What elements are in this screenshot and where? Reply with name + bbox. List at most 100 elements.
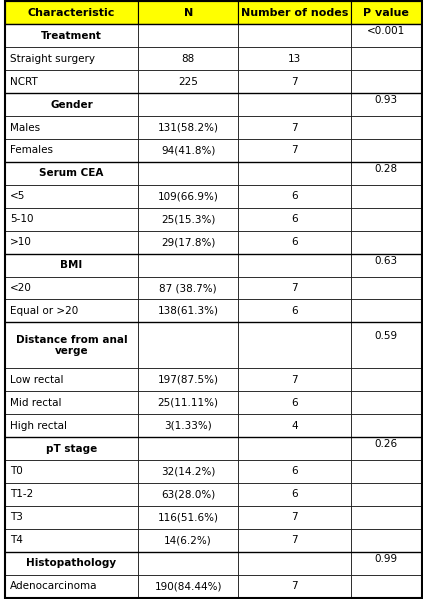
Bar <box>351 437 422 460</box>
Bar <box>351 25 422 47</box>
Bar <box>238 162 351 185</box>
Bar <box>5 139 138 162</box>
Text: Gender: Gender <box>50 99 93 110</box>
Text: 13: 13 <box>288 54 301 63</box>
Text: >10: >10 <box>10 237 32 247</box>
Bar <box>238 529 351 552</box>
Bar <box>351 185 422 208</box>
Bar <box>351 116 422 139</box>
Text: 0.63: 0.63 <box>375 256 398 265</box>
Text: Histopathology: Histopathology <box>26 558 116 568</box>
Text: Straight surgery: Straight surgery <box>10 54 95 63</box>
Bar <box>5 47 138 70</box>
Bar <box>351 460 422 483</box>
Text: 0.28: 0.28 <box>375 164 398 174</box>
Bar <box>5 162 138 185</box>
Bar <box>5 116 138 139</box>
Bar <box>5 552 138 574</box>
Bar <box>5 437 138 460</box>
Text: 87 (38.7%): 87 (38.7%) <box>159 283 217 293</box>
Bar <box>238 391 351 414</box>
Text: 7: 7 <box>291 77 298 87</box>
Bar <box>238 93 351 116</box>
Text: 7: 7 <box>291 536 298 545</box>
Text: 7: 7 <box>291 581 298 591</box>
Text: 6: 6 <box>291 467 298 476</box>
Bar <box>5 25 138 47</box>
Bar <box>238 70 351 93</box>
Bar <box>238 574 351 598</box>
Text: P value: P value <box>363 8 409 18</box>
Text: 6: 6 <box>291 191 298 201</box>
Text: 6: 6 <box>291 214 298 224</box>
Bar <box>238 231 351 253</box>
Text: Serum CEA: Serum CEA <box>39 168 104 179</box>
Bar <box>5 253 138 277</box>
Bar <box>138 552 238 574</box>
Bar <box>5 368 138 391</box>
Text: 6: 6 <box>291 398 298 408</box>
Bar <box>351 253 422 277</box>
Bar <box>238 437 351 460</box>
Text: 138(61.3%): 138(61.3%) <box>158 306 219 316</box>
Bar <box>238 47 351 70</box>
Bar <box>351 47 422 70</box>
Bar <box>138 185 238 208</box>
Text: High rectal: High rectal <box>10 420 67 431</box>
Bar <box>138 162 238 185</box>
Bar <box>138 437 238 460</box>
Bar <box>238 368 351 391</box>
Text: 7: 7 <box>291 512 298 522</box>
Text: T0: T0 <box>10 467 22 476</box>
Bar <box>238 25 351 47</box>
Text: BMI: BMI <box>60 260 82 270</box>
Bar <box>238 139 351 162</box>
Text: 3(1.33%): 3(1.33%) <box>164 420 212 431</box>
Text: 14(6.2%): 14(6.2%) <box>164 536 212 545</box>
Bar <box>138 506 238 529</box>
Bar <box>351 300 422 322</box>
Text: <0.001: <0.001 <box>367 26 405 36</box>
Bar <box>138 460 238 483</box>
Bar <box>351 552 422 574</box>
Text: 4: 4 <box>291 420 298 431</box>
Bar <box>138 391 238 414</box>
Bar <box>351 574 422 598</box>
Bar <box>5 391 138 414</box>
Text: Treatment: Treatment <box>41 31 102 41</box>
Text: 29(17.8%): 29(17.8%) <box>161 237 215 247</box>
Bar <box>238 253 351 277</box>
Text: 116(51.6%): 116(51.6%) <box>158 512 219 522</box>
Text: 25(15.3%): 25(15.3%) <box>161 214 215 224</box>
Bar <box>138 25 238 47</box>
Bar <box>5 93 138 116</box>
Text: 7: 7 <box>291 375 298 385</box>
Bar <box>5 70 138 93</box>
Bar <box>238 185 351 208</box>
Bar <box>5 460 138 483</box>
Bar <box>238 300 351 322</box>
Bar <box>138 93 238 116</box>
Bar <box>351 93 422 116</box>
Bar <box>138 322 238 368</box>
Text: Distance from anal
verge: Distance from anal verge <box>16 335 127 356</box>
Text: 63(28.0%): 63(28.0%) <box>161 489 215 500</box>
Bar <box>138 47 238 70</box>
Bar <box>5 185 138 208</box>
Bar <box>5 277 138 300</box>
Text: 0.99: 0.99 <box>375 553 398 564</box>
Text: Mid rectal: Mid rectal <box>10 398 61 408</box>
Bar <box>351 1 422 25</box>
Bar <box>351 70 422 93</box>
Text: T1-2: T1-2 <box>10 489 33 500</box>
Text: 6: 6 <box>291 489 298 500</box>
Bar <box>138 300 238 322</box>
Bar <box>351 277 422 300</box>
Text: 0.26: 0.26 <box>375 439 398 449</box>
Text: <5: <5 <box>10 191 25 201</box>
Text: N: N <box>184 8 193 18</box>
Text: Males: Males <box>10 123 40 132</box>
Bar <box>5 322 138 368</box>
Bar <box>5 414 138 437</box>
Bar <box>5 529 138 552</box>
